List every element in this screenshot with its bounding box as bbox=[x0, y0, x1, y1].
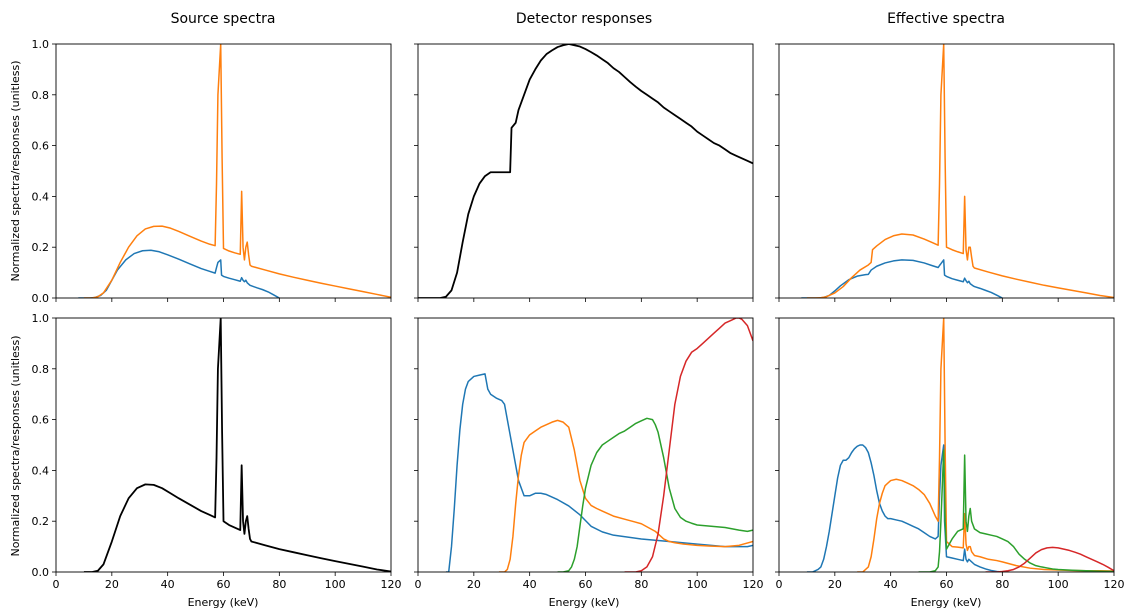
y-tick-label: 1.0 bbox=[32, 38, 50, 51]
axes-frame bbox=[417, 43, 754, 299]
panel-5: 0 20 40 60 80 100 120 bbox=[414, 317, 764, 591]
panels: 0.00.20.40.60.81.00 20 40 60 80 100 1200.00.20… bbox=[32, 38, 1125, 591]
axes-frame bbox=[55, 317, 392, 573]
panel-3 bbox=[775, 43, 1115, 302]
series-line-1 bbox=[83, 318, 391, 572]
series-group bbox=[806, 318, 1114, 572]
x-tick-label: 40 bbox=[161, 578, 175, 591]
x-tick-label: 80 bbox=[634, 578, 648, 591]
y-tick-label: 0.8 bbox=[32, 363, 50, 376]
x-tick-label: 120 bbox=[1104, 578, 1125, 591]
series-group bbox=[78, 44, 391, 298]
y-tick-label: 0.8 bbox=[32, 89, 50, 102]
series-line-4 bbox=[624, 318, 753, 572]
x-tick-label: 100 bbox=[687, 578, 708, 591]
y-tick-label: 0.6 bbox=[32, 140, 50, 153]
series-group bbox=[445, 318, 753, 572]
series-line-1 bbox=[801, 259, 1003, 298]
y-tick-label: 0.0 bbox=[32, 292, 50, 305]
series-line-2 bbox=[806, 44, 1114, 298]
series-group bbox=[801, 44, 1114, 298]
column-title-source: Source spectra bbox=[171, 11, 276, 27]
x-tick-label: 120 bbox=[381, 578, 402, 591]
panel-2 bbox=[414, 43, 754, 302]
x-tick-label: 100 bbox=[1048, 578, 1069, 591]
x-tick-label: 60 bbox=[579, 578, 593, 591]
x-tick-label: 40 bbox=[884, 578, 898, 591]
ylabel-top: Normalized spectra/responses (unitless) bbox=[9, 60, 22, 281]
xlabel-right: Energy (keV) bbox=[911, 596, 982, 609]
axes-frame bbox=[55, 43, 392, 299]
series-line-4 bbox=[985, 546, 1114, 572]
series-line-3 bbox=[557, 417, 753, 572]
x-tick-label: 20 bbox=[828, 578, 842, 591]
y-tick-label: 0.2 bbox=[32, 241, 50, 254]
y-tick-label: 0.2 bbox=[32, 515, 50, 528]
x-tick-label: 60 bbox=[940, 578, 954, 591]
x-tick-label: 40 bbox=[523, 578, 537, 591]
x-tick-label: 80 bbox=[272, 578, 286, 591]
y-tick-label: 0.4 bbox=[32, 190, 50, 203]
x-tick-label: 0 bbox=[53, 578, 60, 591]
y-tick-label: 0.0 bbox=[32, 566, 50, 579]
axes-frame bbox=[417, 317, 754, 573]
ylabel-bottom: Normalized spectra/responses (unitless) bbox=[9, 335, 22, 556]
axes-frame bbox=[778, 43, 1115, 299]
x-tick-label: 20 bbox=[467, 578, 481, 591]
xlabel-middle: Energy (keV) bbox=[549, 596, 620, 609]
series-group bbox=[83, 318, 391, 572]
x-tick-label: 0 bbox=[415, 578, 422, 591]
panel-4: 0 20 40 60 80 100 120 0.0 0.2 0.4 0.6 0.8 1.0 bbox=[32, 312, 402, 591]
xlabel-left: Energy (keV) bbox=[188, 596, 259, 609]
panel-1: 0.0 0.2 0.4 0.6 0.8 1.0 bbox=[32, 38, 392, 305]
series-line-1 bbox=[806, 444, 1003, 572]
y-tick-label: 1.0 bbox=[32, 312, 50, 325]
column-title-detector: Detector responses bbox=[516, 11, 652, 27]
x-tick-label: 100 bbox=[325, 578, 346, 591]
x-tick-label: 60 bbox=[217, 578, 231, 591]
series-line-1 bbox=[418, 44, 753, 298]
column-title-effective: Effective spectra bbox=[887, 11, 1005, 27]
x-tick-label: 0 bbox=[776, 578, 783, 591]
y-tick-label: 0.6 bbox=[32, 414, 50, 427]
series-line-3 bbox=[918, 449, 1114, 572]
x-tick-label: 80 bbox=[995, 578, 1009, 591]
series-line-2 bbox=[857, 318, 1114, 572]
series-line-1 bbox=[78, 249, 280, 298]
series-group bbox=[418, 44, 753, 298]
series-line-1 bbox=[445, 373, 753, 572]
x-tick-label: 120 bbox=[743, 578, 764, 591]
series-line-2 bbox=[498, 419, 753, 572]
x-tick-label: 20 bbox=[105, 578, 119, 591]
series-line-2 bbox=[83, 44, 391, 298]
panel-6: 0 20 40 60 80 100 120 bbox=[775, 317, 1125, 591]
y-tick-label: 0.4 bbox=[32, 464, 50, 477]
